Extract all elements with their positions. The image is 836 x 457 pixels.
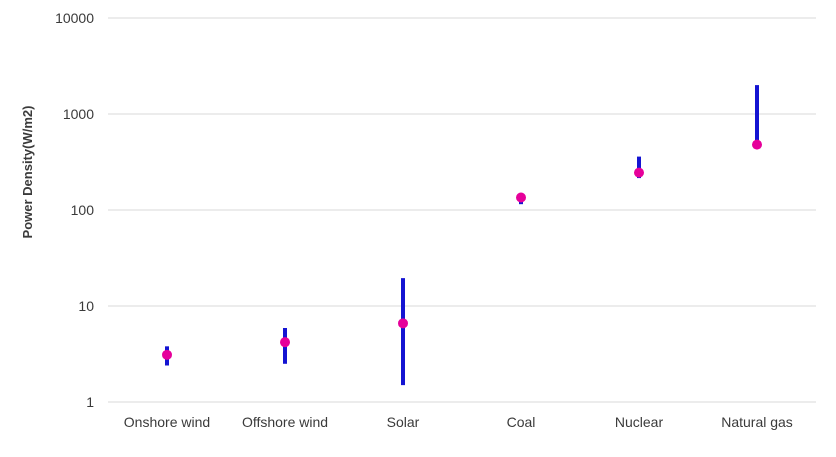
range-bars	[165, 85, 759, 386]
x-tick-label: Natural gas	[721, 414, 793, 430]
x-tick-label: Offshore wind	[242, 414, 328, 430]
y-axis-title: Power Density(W/m2)	[20, 106, 35, 239]
y-tick-label: 100	[71, 202, 95, 218]
value-point	[516, 192, 526, 203]
value-point	[752, 139, 762, 150]
value-points	[162, 139, 762, 360]
value-point	[398, 318, 408, 329]
grid-lines	[108, 17, 816, 403]
y-axis-tick-labels: 1 10 100 1000 10000	[55, 10, 94, 410]
x-axis-tick-labels: Onshore wind Offshore wind Solar Coal Nuclea…	[124, 414, 793, 430]
y-tick-label: 1	[86, 394, 94, 410]
y-tick-label: 10000	[55, 10, 94, 26]
value-point	[634, 167, 644, 178]
x-tick-label: Nuclear	[615, 414, 664, 430]
x-tick-label: Coal	[507, 414, 536, 430]
y-tick-label: 10	[78, 298, 94, 314]
y-tick-label: 1000	[63, 106, 94, 122]
x-tick-label: Onshore wind	[124, 414, 210, 430]
x-tick-label: Solar	[387, 414, 420, 430]
value-point	[280, 337, 290, 348]
value-point	[162, 349, 172, 360]
